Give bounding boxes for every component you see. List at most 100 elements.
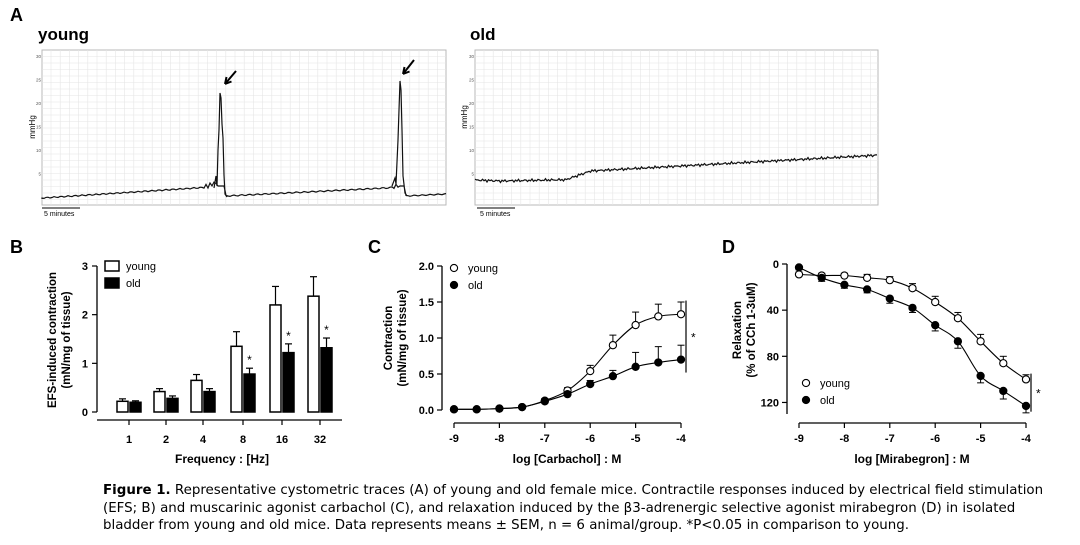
ytick-label: 15 bbox=[469, 125, 475, 130]
x-tick-label: -8 bbox=[495, 433, 505, 445]
ytick-label: 30 bbox=[469, 54, 475, 59]
y-tick-label: 2.0 bbox=[419, 261, 434, 273]
point-old bbox=[817, 273, 826, 282]
x-tick-label: 2 bbox=[163, 434, 169, 446]
x-tick-label: -4 bbox=[1021, 433, 1032, 445]
chart-c-ylabel-line1: Contraction bbox=[383, 306, 395, 371]
x-tick-label: -6 bbox=[585, 433, 595, 445]
legend-label-old: old bbox=[468, 280, 483, 292]
x-tick-label: 16 bbox=[276, 434, 288, 446]
point-old bbox=[862, 285, 872, 294]
point-old bbox=[654, 358, 663, 367]
panel-b-letter: B bbox=[10, 237, 23, 257]
x-tick-label: -4 bbox=[676, 433, 687, 445]
point-young bbox=[999, 359, 1008, 368]
panel-c: C 0.0 0.5 1.0 1.5 2.0 -9 -8 -7 -6 -5 -4 young old * C… bbox=[368, 237, 696, 466]
x-tick-label: -7 bbox=[885, 433, 895, 445]
point-young bbox=[931, 297, 940, 307]
legend-label-young: young bbox=[820, 378, 850, 390]
bar-old bbox=[166, 397, 179, 413]
x-tick-label: 32 bbox=[314, 434, 326, 446]
bar-young bbox=[153, 390, 166, 413]
figure-caption: Figure 1. Representative cystometric tra… bbox=[103, 482, 1068, 535]
point-young bbox=[862, 273, 872, 282]
point-young bbox=[953, 314, 963, 323]
point-young bbox=[908, 284, 917, 293]
significance-star: * bbox=[1036, 387, 1041, 401]
ytick-label: 30 bbox=[36, 54, 42, 59]
trace-old: old 30 25 20 15 10 5 mmHg 5 minutes bbox=[460, 25, 879, 218]
ytick-label: 25 bbox=[469, 78, 475, 83]
x-tick-label: -5 bbox=[631, 433, 641, 445]
ytick-label: 20 bbox=[36, 101, 42, 106]
ytick-label: 15 bbox=[36, 125, 42, 130]
trace-old-yticks: 30 25 20 15 10 5 bbox=[469, 54, 475, 177]
point-old bbox=[563, 390, 572, 399]
point-young bbox=[794, 270, 804, 279]
panel-a: A young 30 25 20 15 10 5 mmHg 5 minutes old 3… bbox=[10, 5, 879, 218]
x-tick-label: 4 bbox=[200, 434, 207, 446]
point-old bbox=[517, 402, 527, 412]
chart-c: 0.0 0.5 1.0 1.5 2.0 -9 -8 -7 -6 -5 -4 young old * bbox=[419, 261, 696, 445]
ytick-label: 5 bbox=[471, 172, 474, 177]
point-old bbox=[1021, 401, 1031, 411]
point-young bbox=[676, 310, 686, 319]
y-tick-label: 0 bbox=[773, 259, 779, 271]
bar-young bbox=[230, 345, 243, 413]
legend-marker-young bbox=[449, 263, 459, 273]
y-tick-label: 120 bbox=[761, 397, 779, 409]
legend-label-old: old bbox=[820, 395, 835, 407]
curve-old bbox=[453, 359, 682, 410]
arrow-icon bbox=[224, 70, 237, 85]
ytick-label: 25 bbox=[36, 78, 42, 83]
point-old bbox=[976, 371, 985, 381]
y-tick-label: 1.0 bbox=[419, 333, 434, 345]
y-tick-label: 0.0 bbox=[419, 405, 434, 417]
y-tick-label: 0.5 bbox=[419, 369, 434, 381]
panel-d: D 0 40 80 120 -9 -8 -7 -6 -5 -4 young old * Relaxati… bbox=[722, 237, 1041, 466]
x-tick-label: -9 bbox=[794, 433, 804, 445]
y-tick-label: 0 bbox=[82, 407, 88, 419]
trace-old-line bbox=[474, 153, 877, 184]
bar-young bbox=[269, 304, 282, 413]
x-tick-label: 1 bbox=[126, 434, 132, 446]
legend-swatch-young bbox=[104, 260, 120, 272]
significance-star: * bbox=[691, 331, 696, 345]
y-tick-label: 2 bbox=[82, 310, 88, 322]
legend-marker-old bbox=[449, 280, 459, 290]
point-young bbox=[1021, 375, 1031, 384]
trace-old-grid bbox=[475, 50, 878, 205]
point-young bbox=[586, 366, 595, 376]
trace-young-grid bbox=[42, 50, 446, 205]
chart-b-xlabel: Frequency : [Hz] bbox=[175, 452, 269, 466]
chart-c-ylabel-line2: (mN/mg of tissue) bbox=[397, 289, 409, 386]
point-young bbox=[885, 276, 894, 285]
significance-star: * bbox=[324, 323, 329, 337]
x-tick-label: -6 bbox=[930, 433, 940, 445]
bar-old bbox=[320, 347, 333, 413]
trace-old-title: old bbox=[470, 25, 496, 44]
y-tick-label: 1.5 bbox=[419, 297, 434, 309]
chart-c-xlabel: log [Carbachol] : M bbox=[513, 452, 622, 466]
trace-young: young 30 25 20 15 10 5 mmHg 5 minutes bbox=[28, 25, 447, 218]
trace-old-frame bbox=[474, 49, 879, 206]
chart-d-ylabel-line2: (% of CCh 1-3uM) bbox=[746, 282, 758, 377]
caption-text: Representative cystometric traces (A) of… bbox=[103, 483, 1044, 533]
point-old bbox=[840, 280, 849, 289]
legend-marker-old bbox=[801, 395, 811, 405]
arrow-icon bbox=[402, 59, 415, 75]
chart-d: 0 40 80 120 -9 -8 -7 -6 -5 -4 young old * bbox=[761, 259, 1041, 445]
trace-young-ylabel: mmHg bbox=[28, 115, 37, 139]
bar-old bbox=[243, 373, 256, 413]
point-young bbox=[976, 337, 985, 346]
y-tick-label: 3 bbox=[82, 261, 88, 273]
chart-b: 0 1 2 3 1 2 4 8 * 16 * 32 * young old bbox=[82, 260, 342, 446]
legend-label-young: young bbox=[126, 261, 156, 273]
point-old bbox=[676, 355, 686, 364]
trace-young-scale-label: 5 minutes bbox=[44, 211, 75, 218]
bar-old bbox=[203, 390, 216, 413]
x-tick-label: -7 bbox=[540, 433, 550, 445]
panel-b: B 0 1 2 3 1 2 4 8 * 16 * 32 * young old EFS-induced co… bbox=[10, 237, 342, 466]
point-old bbox=[794, 263, 804, 272]
chart-d-xlabel: log [Mirabegron] : M bbox=[854, 452, 969, 466]
